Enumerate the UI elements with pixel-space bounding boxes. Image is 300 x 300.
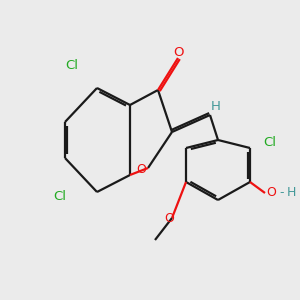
- Text: O: O: [266, 187, 276, 200]
- Text: -: -: [279, 187, 284, 200]
- Text: H: H: [286, 187, 296, 200]
- Text: O: O: [136, 163, 146, 176]
- Text: Cl: Cl: [263, 136, 277, 149]
- Text: Cl: Cl: [65, 59, 79, 73]
- Text: O: O: [173, 46, 184, 59]
- Text: O: O: [165, 212, 175, 224]
- Text: Cl: Cl: [53, 190, 67, 202]
- Text: H: H: [211, 100, 220, 112]
